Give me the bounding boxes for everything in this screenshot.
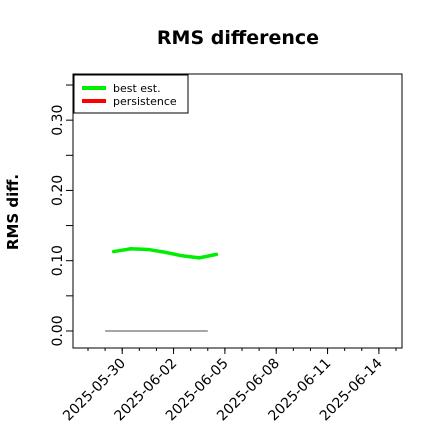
y-tick-label: 0.00 [50,315,66,346]
legend-label-best-est: best est. [113,82,161,95]
y-tick-label: 0.10 [50,245,66,276]
chart-title: RMS difference [157,27,319,49]
y-tick-label: 0.20 [50,175,66,206]
legend-box [73,74,189,114]
y-tick-label: 0.30 [50,105,66,136]
series-layer [105,247,219,332]
plot-frame [72,73,403,349]
y-axis: 0.00 0.10 0.20 0.30 [50,84,73,347]
series-line-best-est [111,247,219,260]
y-axis-label: RMS diff. [4,174,22,250]
legend: best est. persistence [73,74,189,114]
legend-label-persistence: persistence [113,95,177,108]
